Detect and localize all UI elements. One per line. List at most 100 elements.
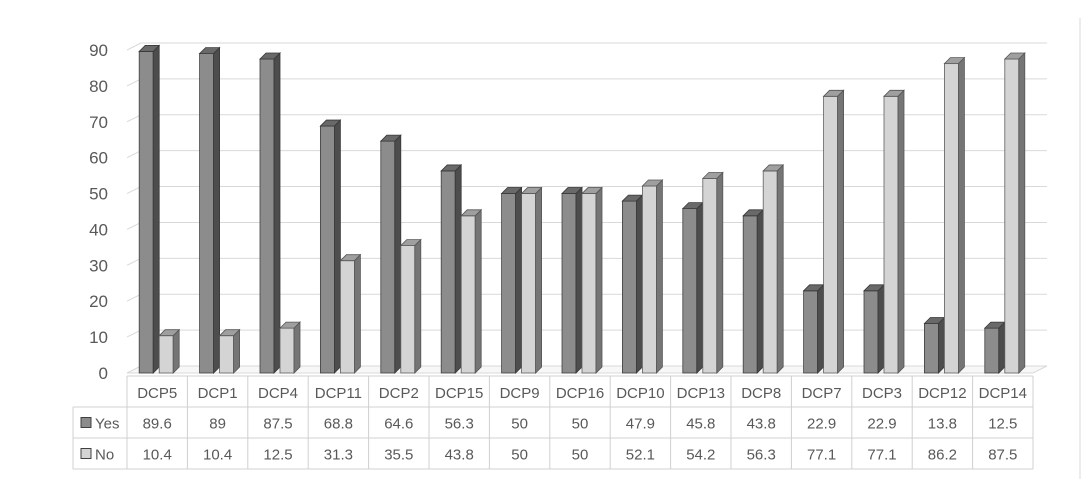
legend-label-yes: Yes (95, 416, 119, 433)
bar-no (520, 186, 543, 374)
bar-yes-front (138, 51, 154, 374)
bar-yes-front (561, 193, 577, 374)
bar-no (1003, 52, 1026, 374)
data-table: DCP5 DCP1 DCP4 DCP11 DCP2 DCP15 DCP9 DCP16 DCP10… (72, 375, 1034, 470)
x-tick-label: DCP12 (918, 385, 966, 402)
bar-no-top (158, 329, 181, 337)
data-label-yes: 22.9 (807, 416, 836, 433)
legend-label-no: No (95, 447, 114, 464)
data-label-no: 12.5 (263, 447, 292, 464)
bar-yes-front (259, 58, 275, 374)
bar-yes-front (682, 208, 698, 374)
gridline-side (126, 78, 142, 87)
bar-no (943, 56, 966, 374)
data-label-no: 56.3 (747, 447, 776, 464)
data-label-yes: 47.9 (626, 416, 655, 433)
bar-no-front (521, 193, 536, 374)
bar-yes-top (500, 187, 523, 194)
bar-no-top (399, 239, 422, 246)
bar-no-front (339, 260, 355, 374)
bar-no (581, 186, 603, 374)
y-tick-label: 40 (89, 220, 108, 239)
bar-no-side (958, 56, 965, 374)
bar-no-top (279, 321, 301, 329)
bar-yes-front (501, 193, 517, 374)
y-tick-label: 50 (89, 185, 108, 204)
bar-no-front (400, 245, 416, 374)
data-label-no: 54.2 (686, 447, 715, 464)
x-tick-label: DCP15 (435, 385, 483, 402)
bar-no (399, 238, 422, 374)
bar-no-top (822, 89, 845, 97)
bar-no (641, 179, 664, 374)
bar-no (339, 253, 362, 374)
bar-no (460, 208, 483, 374)
bar-yes-front (380, 140, 396, 374)
x-tick-label: DCP1 (198, 385, 238, 402)
bar-no-front (823, 95, 838, 374)
bar-yes (500, 186, 523, 374)
data-label-no: 10.4 (203, 447, 232, 464)
bar-yes-side (213, 46, 221, 374)
y-tick-label: 80 (89, 77, 108, 96)
bar-yes (681, 201, 704, 374)
bar-no-front (944, 63, 959, 374)
bar-no-side (897, 89, 905, 374)
data-label-yes: 89.6 (143, 416, 172, 433)
bar-no-side (776, 163, 784, 374)
bar-no-top (762, 164, 785, 172)
gridline-side (126, 186, 142, 195)
bar-no-side (293, 321, 301, 374)
bar-yes-side (575, 186, 583, 374)
bar-yes-front (924, 323, 939, 374)
bar-yes-side (998, 321, 1006, 374)
bar-no-top (520, 187, 543, 194)
bar-no-top (218, 329, 241, 337)
x-tick-label: DCP4 (258, 385, 298, 402)
bar-no-top (943, 57, 966, 65)
bar-no-side (656, 179, 663, 374)
bar-yes-side (696, 201, 704, 374)
bar-no-front (279, 327, 295, 374)
bar-yes (561, 186, 583, 374)
bar-yes-side (152, 44, 160, 374)
data-label-yes: 56.3 (445, 416, 474, 433)
x-tick-label: DCP14 (979, 385, 1027, 402)
bar-yes-top (561, 187, 583, 194)
bar-no (883, 89, 905, 374)
bar-yes-front (803, 290, 818, 374)
bar-yes-side (756, 208, 764, 374)
bar-no (762, 163, 785, 374)
bar-yes-front (742, 215, 758, 374)
data-label-yes: 50 (511, 416, 528, 433)
data-label-yes: 13.8 (928, 416, 957, 433)
bar-yes (319, 119, 342, 374)
bar-no-side (716, 171, 724, 374)
bar-yes-side (273, 52, 281, 374)
data-label-no: 35.5 (384, 447, 413, 464)
x-tick-label: DCP16 (556, 385, 604, 402)
bar-no-top (883, 89, 905, 97)
bar-no (158, 328, 181, 374)
x-tick-label: DCP7 (802, 385, 842, 402)
bar-no-top (1003, 52, 1026, 60)
legend-key-no (80, 448, 92, 459)
bar-no-top (339, 254, 362, 262)
gridline-side (126, 114, 142, 123)
bar-yes (742, 208, 765, 374)
data-label-yes: 64.6 (384, 416, 413, 433)
data-label-no: 52.1 (626, 447, 655, 464)
y-tick-label: 30 (89, 256, 108, 275)
bar-no (701, 171, 724, 374)
data-label-no: 87.5 (988, 447, 1017, 464)
bar-yes-top (259, 52, 281, 60)
gridline-side (126, 150, 142, 159)
gridline-side (126, 42, 142, 51)
bar-yes-front (863, 290, 879, 374)
bar-no-side (837, 89, 844, 374)
x-tick-label: DCP2 (379, 385, 419, 402)
data-label-yes: 68.8 (324, 416, 353, 433)
bar-yes-side (817, 283, 824, 374)
bar-no-front (219, 335, 235, 374)
